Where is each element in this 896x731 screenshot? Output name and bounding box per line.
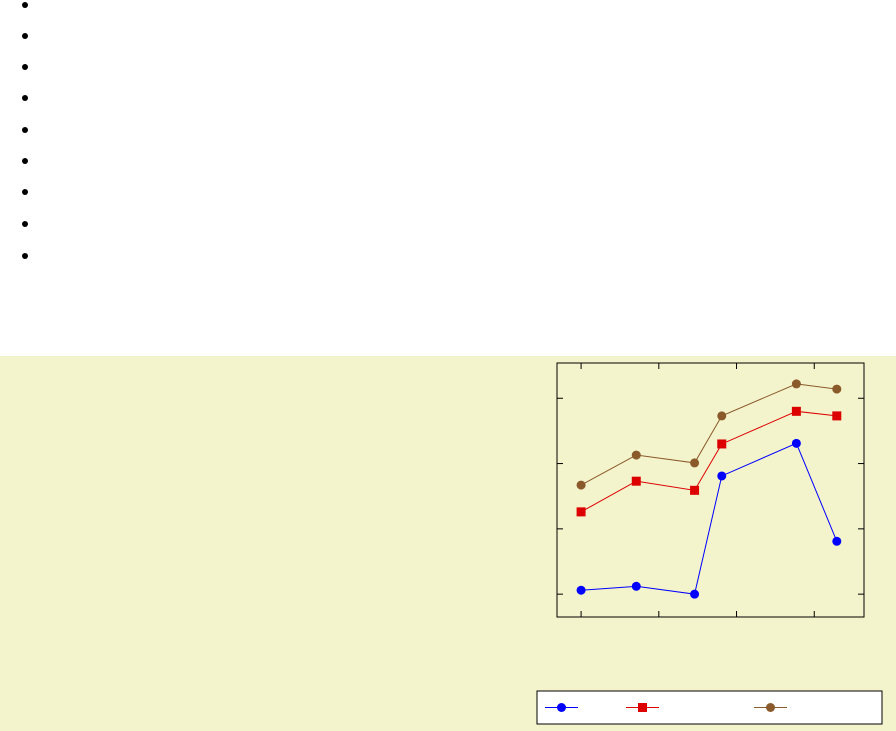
bullet-list [22, 2, 28, 259]
bullet [22, 189, 28, 195]
point [576, 507, 586, 517]
point [690, 485, 700, 495]
series-line [581, 442, 838, 595]
point [576, 480, 586, 490]
point [631, 476, 641, 486]
bullet [22, 158, 28, 164]
point [791, 379, 801, 389]
legend-marker [557, 703, 566, 712]
point [791, 438, 801, 448]
bullet [22, 127, 28, 133]
point [832, 384, 842, 394]
legend-marker [766, 703, 775, 712]
bullet [22, 2, 28, 8]
bullet [22, 64, 28, 70]
point [717, 439, 727, 449]
point [576, 585, 586, 595]
legend-marker [638, 703, 647, 712]
point [690, 589, 700, 599]
series-line [580, 383, 837, 486]
point [717, 471, 727, 481]
plot [545, 363, 864, 712]
point [832, 536, 842, 546]
point [690, 458, 700, 468]
point [717, 411, 727, 421]
point [631, 450, 641, 460]
bullet [22, 253, 28, 259]
bullet [22, 221, 28, 227]
series-line [580, 410, 837, 513]
bullet [22, 95, 28, 101]
legend [536, 690, 883, 725]
panel [0, 356, 896, 731]
point [832, 411, 842, 421]
point [631, 581, 641, 591]
point [791, 406, 801, 416]
plot-frame [556, 362, 865, 618]
bullet [22, 33, 28, 39]
